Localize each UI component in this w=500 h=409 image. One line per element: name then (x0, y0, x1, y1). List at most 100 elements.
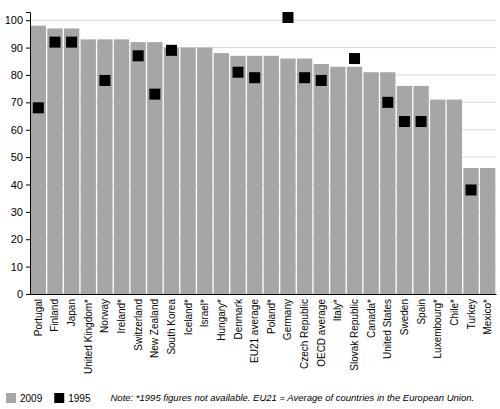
grid-line (30, 20, 496, 21)
x-tick-label: Germany (282, 299, 293, 340)
marker (133, 50, 144, 61)
marker (282, 12, 293, 23)
bar (297, 59, 312, 294)
marker (299, 72, 310, 83)
y-tick-mark (26, 267, 30, 268)
y-tick-mark (26, 102, 30, 103)
y-tick-label: 50 (11, 151, 23, 163)
y-tick: 50 (11, 151, 30, 163)
x-tick: Spain (416, 294, 427, 325)
y-tick: 60 (11, 124, 30, 136)
y-tick-mark (26, 48, 30, 49)
y-tick: 80 (11, 69, 30, 81)
bar (64, 28, 79, 294)
x-tick: Mexico* (482, 294, 493, 335)
x-tick: Canada* (366, 294, 377, 338)
x-tick-label: Ireland* (116, 299, 127, 334)
x-tick-label: Finland (49, 299, 60, 332)
y-tick-label: 40 (11, 179, 23, 191)
x-tick-label: Switzerland (133, 299, 144, 351)
grid (30, 20, 496, 294)
x-tick-label: Iceland* (183, 299, 194, 335)
x-tick-label: OECD average (316, 299, 327, 367)
y-tick: 90 (11, 42, 30, 54)
x-tick-label: Israel* (199, 299, 210, 327)
x-tick-label: Spain (416, 299, 427, 325)
x-tick: Poland* (266, 294, 277, 334)
y-tick-mark (26, 184, 30, 185)
marker (233, 67, 244, 78)
bar (480, 168, 495, 294)
x-tick: Switzerland (133, 294, 144, 351)
y-tick: 40 (11, 179, 30, 191)
bar (197, 48, 212, 294)
x-tick: United Kingdom* (83, 294, 94, 374)
x-tick-label: South Korea (166, 299, 177, 355)
series-2009 (31, 26, 496, 294)
y-tick-mark (26, 157, 30, 158)
y-tick-label: 70 (11, 96, 23, 108)
x-tick: Hungary* (216, 294, 227, 341)
bar (214, 53, 229, 294)
marker (349, 53, 360, 64)
plot: 0102030405060708090100PortugalFinlandJap… (5, 12, 497, 374)
y-tick-label: 100 (5, 14, 23, 26)
y-tick: 20 (11, 233, 30, 245)
x-tick: Finland (49, 294, 60, 332)
x-tick: South Korea (166, 294, 177, 355)
marker (382, 97, 393, 108)
marker (33, 102, 44, 113)
bar (147, 42, 162, 294)
y-tick-label: 80 (11, 69, 23, 81)
x-tick: Japan (66, 294, 77, 326)
marker (149, 89, 160, 100)
y-tick-label: 60 (11, 124, 23, 136)
note: Note: *1995 figures not available. EU21 … (111, 392, 475, 403)
chart: 0102030405060708090100PortugalFinlandJap… (0, 0, 500, 409)
y-tick: 0 (17, 288, 30, 300)
y-tick-mark (26, 239, 30, 240)
bar (31, 26, 46, 294)
y-axis: 0102030405060708090100 (5, 13, 31, 301)
bar (447, 100, 462, 294)
bar (114, 39, 129, 294)
y-tick-label: 90 (11, 42, 23, 54)
x-tick: New Zealand (149, 294, 160, 358)
x-tick-label: Luxembourg* (432, 299, 443, 359)
bar (314, 64, 329, 294)
x-tick: Sweden (399, 294, 410, 335)
x-tick: Germany (282, 294, 293, 340)
bar (413, 86, 428, 294)
x-tick-label: Canada* (366, 299, 377, 338)
y-tick-label: 30 (11, 206, 23, 218)
marker (399, 116, 410, 127)
x-tick: Ireland* (116, 294, 127, 333)
x-tick-label: United Kingdom* (83, 299, 94, 374)
legend-label: 2009 (20, 393, 43, 404)
bar (264, 56, 279, 294)
x-tick-label: Norway (99, 299, 110, 333)
x-tick: Iceland* (183, 294, 194, 335)
x-tick: Italy* (332, 294, 343, 321)
y-tick-mark (26, 75, 30, 76)
bar (97, 39, 112, 294)
y-tick-mark (26, 212, 30, 213)
bar (347, 67, 362, 294)
marker (316, 75, 327, 86)
y-tick-label: 0 (17, 288, 23, 300)
x-tick-label: United States (382, 299, 393, 359)
bar (81, 39, 96, 294)
bar (180, 48, 195, 294)
x-tick: Slovak Republic (349, 294, 360, 371)
x-tick-label: Chile* (449, 299, 460, 326)
x-tick: Israel* (199, 294, 210, 327)
x-tick: Luxembourg* (432, 294, 443, 358)
bar (430, 100, 445, 294)
marks (31, 12, 496, 294)
legend-swatch (54, 393, 64, 403)
bar (397, 86, 412, 294)
x-tick: Denmark (233, 294, 244, 340)
x-tick-label: Slovak Republic (349, 299, 360, 371)
bar (164, 48, 179, 294)
legend-swatch (6, 393, 16, 403)
